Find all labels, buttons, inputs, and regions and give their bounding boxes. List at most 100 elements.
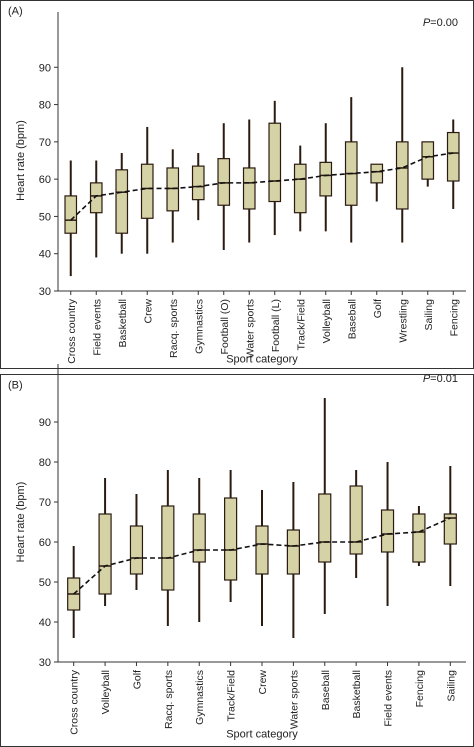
y-tick-label: 30 — [39, 657, 51, 669]
y-tick-label: 60 — [39, 537, 51, 549]
x-category-label: Basketball — [351, 670, 363, 718]
x-category-label: Football (L) — [270, 299, 282, 352]
x-category-label: Gymnastics — [193, 299, 205, 354]
p-value-symbol: P — [423, 373, 431, 385]
y-tick-label: 30 — [39, 286, 51, 298]
box-4 — [140, 126, 154, 254]
median-trend-line — [70, 152, 454, 221]
x-category-label: Racq. sports — [168, 299, 180, 358]
x-category-label: Fencing — [448, 299, 460, 337]
y-tick-label: 60 — [39, 174, 51, 186]
x-category-label: Field events — [383, 670, 395, 727]
box-body — [140, 163, 154, 219]
x-category-label: Cross country — [69, 669, 81, 735]
x-category-label: Crew — [142, 299, 154, 324]
box-body — [286, 529, 300, 575]
box-8 — [242, 119, 256, 243]
box-body — [115, 169, 129, 234]
box-body — [217, 158, 231, 206]
x-category-label: Sailing — [423, 299, 435, 331]
y-tick-label: 40 — [39, 617, 51, 629]
x-axis-title: Sport category — [226, 729, 298, 741]
x-category-label: Golf — [131, 670, 143, 689]
box-3 — [115, 153, 129, 254]
box-body — [89, 182, 103, 214]
median-trend-line — [73, 517, 451, 595]
x-category-label: Basketball — [117, 299, 129, 347]
box-body — [395, 141, 409, 210]
p-value-symbol: P — [423, 17, 431, 29]
x-category-label: Football (O) — [219, 299, 231, 354]
box-12 — [412, 506, 426, 566]
box-body — [64, 195, 78, 234]
x-category-label: Water sports — [288, 670, 300, 729]
box-2 — [89, 160, 103, 258]
x-category-label: Cross country — [66, 298, 78, 364]
box-9 — [268, 100, 282, 236]
x-category-label: Racq. sports — [163, 670, 175, 729]
box-body — [370, 163, 384, 184]
panel-label: (B) — [8, 380, 23, 392]
x-category-label: Volleyball — [100, 670, 112, 714]
x-category-label: Wrestling — [397, 299, 409, 343]
box-body — [412, 513, 426, 563]
p-value: P=0.00 — [423, 17, 458, 29]
y-tick-label: 50 — [39, 211, 51, 223]
box-13 — [370, 163, 384, 202]
box-body — [166, 167, 180, 212]
x-category-label: Sailing — [445, 670, 457, 702]
panel-b: (B) P=0.01 30 40 50 60 70 80 90 Heart rate (bpm) C… — [0, 364, 474, 747]
box-5 — [166, 149, 180, 243]
box-5 — [192, 478, 206, 622]
box-6 — [224, 470, 238, 602]
y-tick-label: 70 — [39, 497, 51, 509]
box-1 — [67, 546, 81, 638]
x-category-label: Gymnastics — [194, 670, 206, 725]
box-body — [319, 161, 333, 197]
y-axis-title: Heart rate (bpm) — [15, 482, 27, 563]
p-value-number: =0.01 — [430, 373, 458, 385]
x-category-label: Fencing — [414, 670, 426, 708]
box-16 — [446, 119, 460, 209]
x-category-label: Water sports — [244, 299, 256, 358]
x-category-label: Baseball — [346, 299, 358, 339]
box-body — [191, 165, 205, 201]
p-value: P=0.01 — [423, 373, 458, 385]
box-body — [129, 525, 144, 575]
y-tick-label: 90 — [39, 62, 51, 74]
x-category-label: Track/Field — [295, 299, 307, 351]
box-body — [446, 131, 460, 182]
box-body — [318, 493, 332, 563]
y-tick-label: 40 — [39, 249, 51, 261]
box-body — [380, 509, 395, 553]
box-body — [224, 497, 238, 581]
box-15 — [421, 141, 435, 187]
x-category-label: Field events — [91, 299, 103, 356]
x-category-label: Volleyball — [321, 299, 333, 343]
panel-label: (A) — [8, 6, 23, 18]
y-tick-label: 80 — [39, 100, 51, 112]
x-category-label: Crew — [257, 670, 269, 695]
box-12 — [344, 97, 358, 243]
box-7 — [217, 123, 231, 250]
y-axis-title: Heart rate (bpm) — [15, 120, 27, 201]
p-value-number: =0.00 — [430, 17, 458, 29]
box-body — [349, 485, 363, 555]
box-10 — [349, 470, 363, 578]
box-1 — [64, 160, 78, 277]
box-body — [242, 167, 256, 210]
y-tick-label: 50 — [39, 577, 51, 589]
box-11 — [319, 123, 333, 232]
box-body — [421, 141, 435, 180]
box-body — [268, 122, 282, 203]
panel-a: (A) P=0.00 30 40 50 60 70 80 90 Heart rate (bpm) C… — [0, 0, 474, 369]
y-tick-label: 70 — [39, 137, 51, 149]
box-body — [293, 163, 307, 214]
box-body — [161, 505, 175, 591]
y-tick-label: 90 — [39, 417, 51, 429]
box-11 — [380, 462, 395, 606]
box-8 — [286, 482, 300, 638]
x-axis-title: Sport category — [226, 354, 298, 366]
